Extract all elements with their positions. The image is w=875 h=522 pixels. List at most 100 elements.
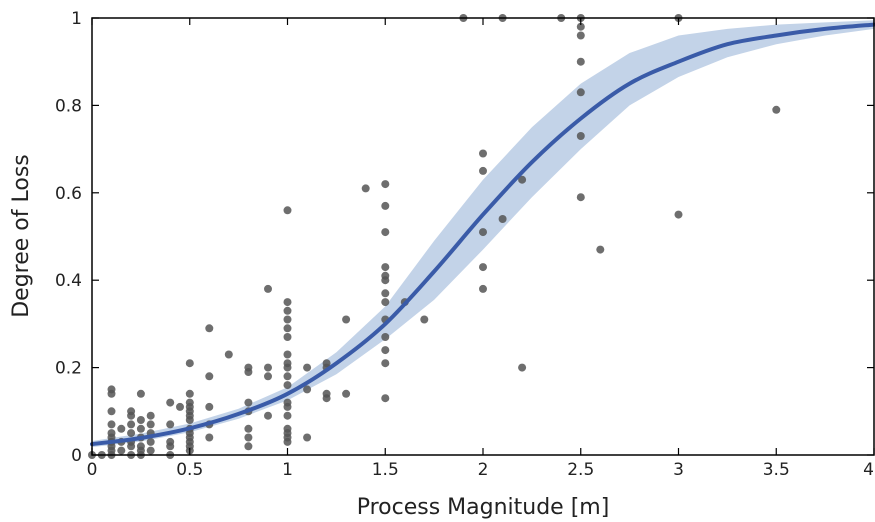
data-point — [322, 394, 331, 403]
data-point — [264, 284, 272, 293]
y-tick-label: 0.2 — [55, 359, 82, 379]
data-point — [283, 324, 292, 333]
data-point — [244, 398, 253, 407]
data-point — [381, 276, 390, 285]
data-point — [205, 372, 214, 381]
x-tick-label: 0.5 — [176, 460, 203, 480]
x-axis-title: Process Magnitude [m] — [357, 495, 610, 520]
data-point — [264, 363, 272, 372]
x-tick-label: 3 — [673, 460, 684, 480]
y-tick-label: 0.6 — [55, 184, 82, 204]
x-tick-labels: 0 0.5 1 1.5 2 2.5 3 3.5 4 — [87, 460, 874, 480]
data-point — [283, 206, 292, 215]
data-point — [283, 298, 292, 307]
data-point — [283, 333, 292, 341]
data-point — [381, 333, 390, 341]
data-point — [283, 437, 292, 446]
data-point — [576, 132, 585, 140]
data-point — [283, 363, 292, 372]
data-point — [518, 363, 527, 372]
data-point — [205, 402, 214, 411]
data-point — [576, 193, 585, 202]
data-point — [107, 389, 116, 398]
data-point — [576, 31, 585, 40]
x-tick-label: 1.5 — [372, 460, 399, 480]
data-point — [185, 359, 194, 368]
x-tick-label: 1 — [282, 460, 293, 480]
data-point — [244, 424, 253, 433]
data-point — [479, 228, 487, 237]
data-point — [117, 446, 126, 455]
data-point — [283, 306, 292, 315]
data-point — [224, 350, 233, 359]
data-point — [127, 411, 136, 420]
x-tick-label: 0 — [87, 460, 98, 480]
data-point — [342, 389, 351, 398]
data-point — [303, 433, 312, 442]
data-point — [381, 346, 390, 355]
y-tick-label: 0 — [71, 446, 82, 466]
data-point — [146, 420, 155, 429]
data-point — [185, 389, 194, 398]
data-point — [381, 263, 390, 272]
data-point — [107, 420, 116, 429]
data-point — [283, 411, 292, 420]
data-point — [283, 381, 292, 390]
data-points-layer — [88, 14, 781, 459]
x-tick-label: 3.5 — [763, 460, 790, 480]
data-point — [117, 424, 126, 433]
y-tick-labels: 0 0.2 0.4 0.6 0.8 1 — [55, 9, 82, 466]
data-point — [303, 363, 312, 372]
data-point — [264, 411, 272, 420]
data-point — [518, 175, 527, 184]
data-point — [185, 416, 194, 424]
data-point — [479, 284, 487, 293]
data-point — [244, 433, 253, 442]
data-point — [381, 394, 390, 403]
data-point — [205, 433, 214, 442]
data-point — [576, 57, 585, 66]
data-point — [244, 368, 253, 376]
data-point — [136, 424, 145, 433]
data-point — [244, 442, 253, 451]
x-tick-label: 2 — [478, 460, 489, 480]
data-point — [381, 298, 390, 307]
data-point — [107, 407, 116, 416]
data-point — [166, 398, 175, 407]
data-point — [283, 372, 292, 381]
x-tick-label: 4 — [863, 460, 874, 480]
data-point — [674, 210, 683, 219]
data-point — [146, 437, 155, 446]
fitted-curve — [90, 22, 875, 447]
y-tick-label: 0.8 — [55, 96, 82, 116]
data-point — [127, 420, 136, 429]
data-point — [136, 416, 145, 424]
data-point — [596, 245, 605, 254]
data-point — [127, 442, 136, 451]
data-point — [381, 180, 390, 189]
data-point — [420, 315, 429, 324]
data-point — [342, 315, 351, 324]
y-axis-title: Degree of Loss — [9, 154, 34, 318]
data-point — [576, 22, 585, 31]
data-point — [166, 420, 175, 429]
data-point — [479, 166, 487, 175]
data-point — [381, 289, 390, 298]
data-point — [136, 389, 145, 398]
data-point — [127, 429, 136, 438]
data-point — [381, 201, 390, 210]
x-tick-label: 2.5 — [567, 460, 594, 480]
data-point — [283, 402, 292, 411]
data-point — [283, 350, 292, 359]
data-point — [479, 263, 487, 272]
data-point — [381, 359, 390, 368]
data-point — [205, 324, 214, 333]
data-point — [146, 411, 155, 420]
data-point — [381, 228, 390, 237]
data-point — [772, 105, 781, 114]
data-point — [479, 149, 487, 158]
data-point — [283, 315, 292, 324]
fitted-curve-layer — [90, 22, 875, 447]
y-tick-label: 1 — [71, 9, 82, 29]
